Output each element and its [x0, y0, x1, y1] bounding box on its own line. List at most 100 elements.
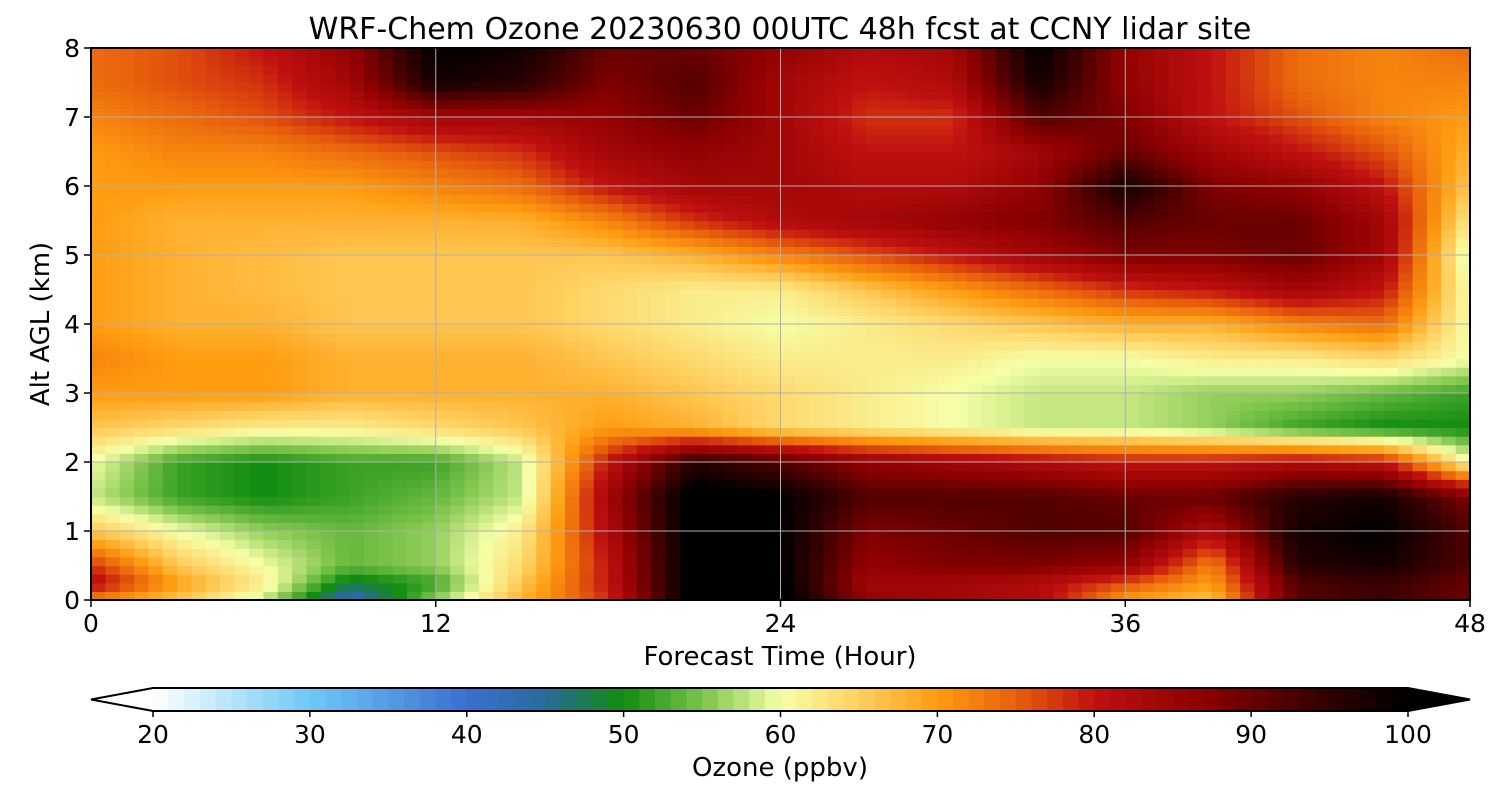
heatmap-cell — [363, 427, 379, 437]
heatmap-cell — [1168, 168, 1184, 178]
heatmap-cell — [1398, 211, 1414, 222]
heatmap-cell — [809, 436, 825, 446]
heatmap-cell — [1311, 444, 1327, 454]
heatmap-cell — [1412, 462, 1428, 472]
heatmap-cell — [794, 263, 810, 273]
heatmap-cell — [909, 237, 925, 247]
heatmap-cell — [809, 470, 825, 480]
heatmap-cell — [1082, 367, 1098, 377]
heatmap-cell — [751, 574, 767, 584]
heatmap-cell — [1283, 349, 1299, 360]
heatmap-cell — [1153, 565, 1169, 575]
heatmap-cell — [234, 574, 250, 584]
heatmap-cell — [1211, 462, 1227, 472]
heatmap-cell — [1297, 444, 1313, 454]
heatmap-cell — [1283, 186, 1299, 196]
heatmap-cell — [1311, 272, 1327, 282]
heatmap-cell — [1197, 556, 1213, 567]
heatmap-cell — [780, 479, 796, 489]
heatmap-cell — [938, 565, 954, 575]
heatmap-cell — [521, 280, 537, 291]
heatmap-cell — [938, 427, 954, 437]
heatmap-cell — [1355, 522, 1371, 532]
heatmap-cell — [751, 186, 767, 196]
heatmap-cell — [1369, 487, 1385, 498]
heatmap-cell — [536, 306, 552, 316]
heatmap-cell — [679, 203, 695, 213]
heatmap-cell — [1168, 401, 1184, 411]
heatmap-cell — [679, 177, 695, 187]
heatmap-cell — [507, 280, 523, 291]
heatmap-cell — [263, 168, 279, 178]
heatmap-cell — [1240, 177, 1256, 187]
heatmap-cell — [478, 556, 494, 567]
heatmap-cell — [1398, 160, 1414, 170]
heatmap-cell — [1326, 505, 1342, 515]
heatmap-cell — [1441, 194, 1457, 204]
heatmap-cell — [335, 315, 351, 325]
heatmap-cell — [1067, 229, 1083, 239]
heatmap-cell — [737, 237, 753, 247]
heatmap-cell — [1139, 289, 1155, 299]
heatmap-cell — [909, 203, 925, 213]
heatmap-cell — [493, 160, 509, 170]
heatmap-cell — [981, 315, 997, 325]
heatmap-cell — [651, 522, 667, 532]
heatmap-cell — [421, 513, 437, 523]
heatmap-cell — [392, 470, 408, 480]
heatmap-cell — [1110, 211, 1126, 222]
heatmap-cell — [292, 160, 308, 170]
heatmap-cell — [292, 203, 308, 213]
heatmap-cell — [363, 211, 379, 222]
heatmap-cell — [809, 513, 825, 523]
heatmap-cell — [1326, 272, 1342, 282]
heatmap-cell — [651, 168, 667, 178]
heatmap-cell — [1082, 168, 1098, 178]
heatmap-cell — [636, 203, 652, 213]
heatmap-cell — [1426, 574, 1442, 584]
heatmap-cell — [1311, 582, 1327, 592]
heatmap-cell — [636, 375, 652, 385]
heatmap-cell — [335, 341, 351, 351]
heatmap-cell — [622, 418, 638, 429]
heatmap-cell — [263, 306, 279, 316]
heatmap-cell — [565, 487, 580, 498]
heatmap-cell — [407, 324, 422, 334]
heatmap-cell — [995, 160, 1011, 170]
heatmap-cell — [593, 203, 609, 213]
heatmap-cell — [407, 591, 422, 600]
heatmap-cell — [1082, 341, 1098, 351]
heatmap-cell — [1211, 306, 1227, 316]
heatmap-cell — [1197, 375, 1213, 385]
heatmap-cell — [378, 211, 394, 222]
heatmap-cell — [148, 410, 164, 420]
heatmap-cell — [1311, 393, 1327, 403]
heatmap-cell — [392, 531, 408, 541]
heatmap-cell — [995, 565, 1011, 575]
heatmap-cell — [105, 444, 121, 454]
heatmap-cell — [866, 272, 882, 282]
heatmap-cell — [636, 367, 652, 377]
heatmap-cell — [1340, 410, 1356, 420]
heatmap-cell — [478, 367, 494, 377]
heatmap-cell — [1168, 531, 1184, 541]
heatmap-cell — [579, 349, 595, 360]
heatmap-cell — [708, 548, 724, 558]
heatmap-cell — [1455, 591, 1470, 600]
heatmap-cell — [579, 151, 595, 161]
heatmap-cell — [450, 453, 466, 463]
heatmap-cell — [1283, 289, 1299, 299]
heatmap-cell — [823, 479, 839, 489]
heatmap-cell — [608, 203, 624, 213]
heatmap-cell — [263, 332, 279, 342]
heatmap-cell — [1455, 194, 1470, 204]
heatmap-cell — [1383, 582, 1399, 592]
heatmap-cell — [292, 349, 308, 360]
heatmap-cell — [1268, 401, 1284, 411]
heatmap-cell — [550, 487, 566, 498]
heatmap-cell — [1024, 548, 1040, 558]
heatmap-cell — [162, 479, 178, 489]
heatmap-cell — [766, 479, 782, 489]
heatmap-cell — [177, 280, 193, 291]
heatmap-cell — [995, 358, 1011, 368]
